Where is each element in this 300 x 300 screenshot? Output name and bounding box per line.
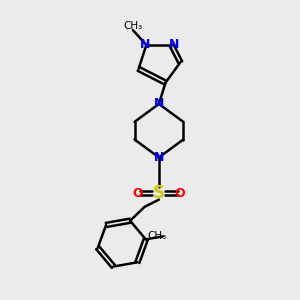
Text: CH₃: CH₃ bbox=[147, 231, 167, 241]
Text: N: N bbox=[140, 38, 150, 51]
Text: O: O bbox=[133, 187, 143, 200]
Text: N: N bbox=[154, 151, 164, 164]
Text: N: N bbox=[154, 98, 164, 110]
Text: S: S bbox=[153, 184, 165, 202]
Text: N: N bbox=[169, 38, 179, 51]
Text: CH₃: CH₃ bbox=[123, 21, 142, 31]
Text: O: O bbox=[174, 187, 185, 200]
